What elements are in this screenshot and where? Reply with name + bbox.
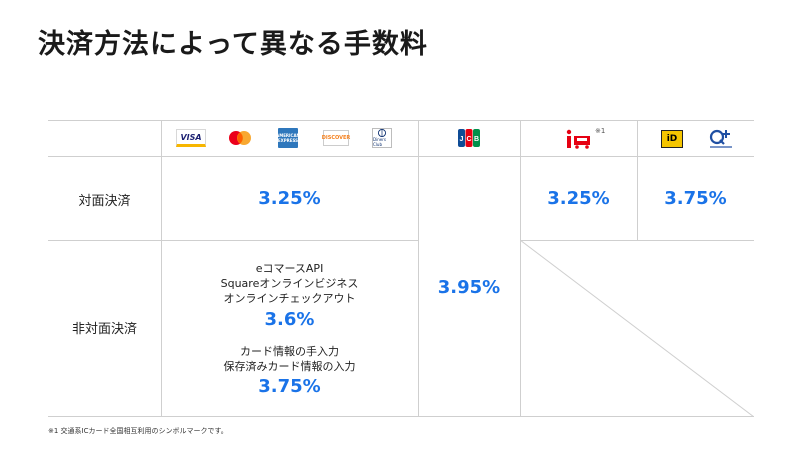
grid-line bbox=[48, 120, 754, 121]
online-method-line: eコマースAPI bbox=[255, 262, 324, 275]
diners-club-logo-icon: Diners Club bbox=[372, 128, 392, 148]
fee-table: VISA AMERICAN EXPRESS DISCOVER Diners Cl… bbox=[48, 120, 754, 417]
diners-logo-text: Diners Club bbox=[373, 137, 386, 147]
amex-logo-text: AMERICAN EXPRESS bbox=[276, 133, 300, 143]
id-logo-text: iD bbox=[666, 134, 678, 144]
online-method-line: カード情報の手入力 bbox=[240, 345, 339, 358]
rate-jcb: 3.95% bbox=[437, 277, 501, 298]
transit-ic-symbol-icon bbox=[566, 129, 590, 149]
svg-text:B: B bbox=[474, 136, 479, 143]
footnote: ※1 交通系ICカード全国相互利用のシンボルマークです。 bbox=[48, 427, 228, 435]
row-label-online: 非対面決済 bbox=[71, 322, 137, 337]
grid-line bbox=[418, 120, 419, 417]
rate-online-group1: 3.6% bbox=[264, 309, 315, 330]
rate-cards-in-person: 3.25% bbox=[258, 188, 321, 209]
online-method-line: オンラインチェックアウト bbox=[223, 292, 356, 305]
online-method-line: 保存済みカード情報の入力 bbox=[223, 360, 356, 373]
grid-line bbox=[48, 156, 754, 157]
rate-online-group2: 3.75% bbox=[258, 376, 321, 397]
rate-ic-in-person: 3.25% bbox=[547, 188, 610, 209]
visa-logo-text: VISA bbox=[180, 132, 202, 142]
not-applicable-diagonal bbox=[520, 240, 754, 417]
svg-text:C: C bbox=[466, 136, 471, 143]
page-title: 決済方法によって異なる手数料 bbox=[38, 29, 428, 60]
visa-logo-icon: VISA bbox=[176, 129, 206, 147]
discover-logo-text: DISCOVER bbox=[321, 135, 351, 141]
diners-circle-shape bbox=[378, 129, 386, 137]
ic-footnote-marker: ※1 bbox=[595, 127, 606, 135]
grid-line bbox=[48, 416, 754, 417]
id-logo-icon: iD bbox=[661, 130, 683, 148]
row-label-in-person: 対面決済 bbox=[78, 194, 131, 209]
svg-text:J: J bbox=[460, 136, 464, 143]
rate-id-quicpay-in-person: 3.75% bbox=[664, 188, 727, 209]
quicpay-logo-icon bbox=[709, 129, 732, 148]
grid-line bbox=[161, 120, 162, 417]
jcb-logo-icon: J C B bbox=[458, 129, 480, 147]
grid-line bbox=[48, 240, 418, 241]
american-express-logo-icon: AMERICAN EXPRESS bbox=[276, 128, 300, 148]
online-method-line: Squareオンラインビジネス bbox=[220, 277, 359, 290]
grid-line bbox=[637, 120, 638, 241]
mastercard-logo-icon bbox=[229, 131, 251, 145]
grid-line bbox=[520, 120, 521, 417]
discover-logo-icon: DISCOVER bbox=[321, 130, 351, 146]
